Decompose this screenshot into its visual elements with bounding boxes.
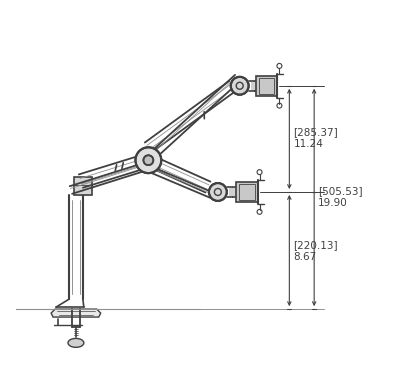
Circle shape [136, 147, 161, 173]
Text: 8.67: 8.67 [293, 252, 316, 261]
Bar [258, 78, 274, 94]
Text: 19.90: 19.90 [318, 198, 348, 208]
Circle shape [231, 77, 249, 95]
Bar [256, 76, 278, 96]
Text: [285.37]: [285.37] [293, 127, 338, 137]
Polygon shape [51, 309, 101, 317]
Bar [251, 82, 276, 90]
Bar [229, 188, 254, 196]
Bar [239, 184, 254, 200]
Bar [236, 182, 258, 202]
Bar [74, 177, 92, 195]
Ellipse shape [68, 339, 84, 347]
Text: [220.13]: [220.13] [293, 240, 338, 250]
Text: 11.24: 11.24 [293, 139, 323, 149]
Text: [505.53]: [505.53] [318, 187, 363, 196]
Circle shape [209, 183, 227, 201]
Circle shape [144, 155, 153, 165]
